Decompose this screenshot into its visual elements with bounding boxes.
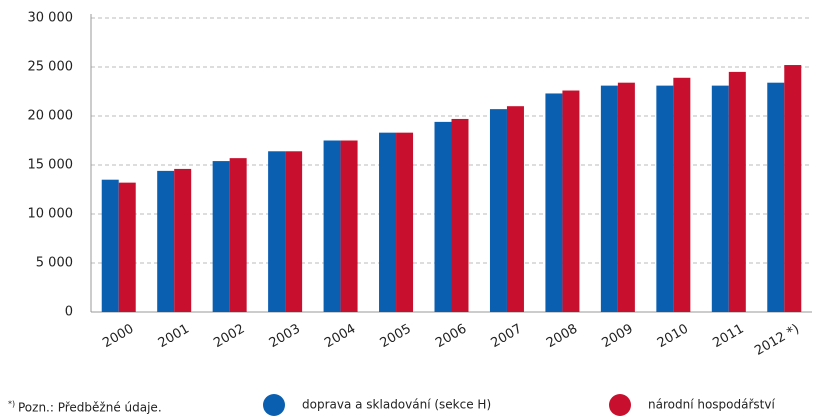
bar xyxy=(340,140,358,312)
bar xyxy=(545,93,563,313)
x-tick-label: 2004 xyxy=(322,322,358,352)
y-tick-label: 30 000 xyxy=(28,11,74,26)
y-tick-label: 10 000 xyxy=(28,207,74,222)
bar xyxy=(451,118,469,312)
bar xyxy=(784,65,802,312)
bar xyxy=(656,85,674,313)
bar xyxy=(617,82,635,313)
bar xyxy=(118,182,136,312)
y-tick-label: 20 000 xyxy=(28,109,74,124)
bar xyxy=(434,121,452,312)
x-tick-label: 2011 xyxy=(710,322,746,352)
x-tick-label: 2007 xyxy=(489,322,525,352)
x-tick-label: 2001 xyxy=(156,322,192,352)
bar xyxy=(562,90,580,313)
bar xyxy=(600,85,618,313)
x-tick-label: 2005 xyxy=(378,322,414,352)
bar xyxy=(673,77,691,312)
bar xyxy=(323,140,341,312)
bar xyxy=(268,151,286,312)
bar xyxy=(396,132,414,312)
bar xyxy=(506,106,524,312)
footnote: Pozn.: Předběžné údaje. xyxy=(18,401,162,415)
bar xyxy=(489,109,507,312)
x-tick-label: 2009 xyxy=(599,322,635,352)
y-tick-label: 15 000 xyxy=(28,158,74,173)
bar xyxy=(379,132,397,312)
y-tick-label: 25 000 xyxy=(28,60,74,75)
legend-swatch xyxy=(263,394,285,416)
bar xyxy=(101,179,119,312)
x-tick-label: 2006 xyxy=(433,322,469,352)
x-tick-label: 2008 xyxy=(544,322,580,352)
bar xyxy=(728,71,746,313)
y-tick-label: 0 xyxy=(65,305,73,320)
bar xyxy=(711,85,729,313)
footnote-mark: *) xyxy=(8,400,15,409)
x-tick-label: 2000 xyxy=(100,322,136,352)
bar xyxy=(174,168,192,312)
bar xyxy=(229,158,247,312)
legend-label: doprava a skladování (sekce H) xyxy=(302,398,491,412)
legend-swatch xyxy=(609,394,631,416)
y-tick-label: 5 000 xyxy=(36,256,73,271)
bar xyxy=(285,151,303,312)
x-tick-label: 2010 xyxy=(655,322,691,352)
bar xyxy=(157,170,175,312)
bar xyxy=(212,161,230,312)
x-tick-label: 2012 *) xyxy=(752,322,802,359)
legend-label: národní hospodářství xyxy=(648,398,775,412)
x-tick-label: 2002 xyxy=(211,322,247,352)
x-tick-label: 2003 xyxy=(267,322,303,352)
bar xyxy=(767,82,785,313)
